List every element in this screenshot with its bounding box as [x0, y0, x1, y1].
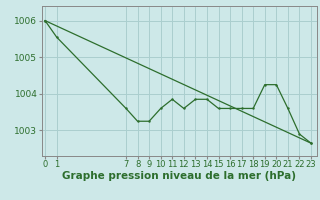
X-axis label: Graphe pression niveau de la mer (hPa): Graphe pression niveau de la mer (hPa): [62, 171, 296, 181]
